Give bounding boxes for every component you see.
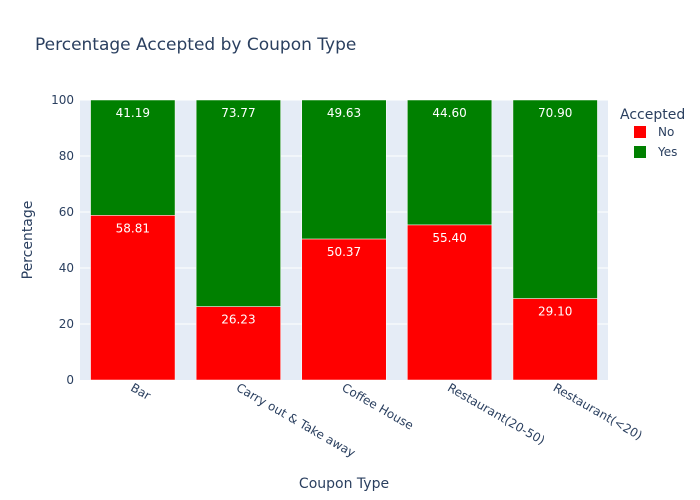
- y-axis-title: Percentage: [20, 201, 36, 280]
- bar-label: 26.23: [221, 313, 255, 327]
- bar-no-3: [407, 224, 493, 381]
- y-tick-label: 40: [59, 261, 74, 275]
- bar-label: 58.81: [116, 221, 150, 235]
- y-tick-label: 20: [59, 317, 74, 331]
- bar-label: 73.77: [221, 106, 255, 120]
- bar-yes-0: [90, 99, 176, 216]
- y-tick-label: 0: [66, 373, 74, 387]
- legend-label-no: No: [658, 125, 674, 139]
- legend: Accepted No Yes: [620, 107, 685, 159]
- bar-yes-3: [407, 99, 493, 226]
- bar-label: 44.60: [432, 106, 466, 120]
- y-tick-label: 60: [59, 205, 74, 219]
- legend-swatch-yes: [634, 146, 646, 158]
- bar-yes-2: [301, 99, 387, 240]
- bar-yes-1: [195, 99, 281, 307]
- legend-title: Accepted: [620, 107, 685, 123]
- bar-label: 29.10: [538, 305, 572, 319]
- bar-no-4: [512, 298, 598, 381]
- bar-no-1: [195, 306, 281, 381]
- bar-label: 50.37: [327, 245, 361, 259]
- bar-labels: 58.81 41.19 26.23 73.77 50.37 49.63 55.40 44.60…: [116, 106, 573, 327]
- bar-no-2: [301, 238, 387, 381]
- bar-label: 49.63: [327, 106, 361, 120]
- bar-label: 55.40: [432, 231, 466, 245]
- x-axis-title: Coupon Type: [299, 476, 389, 492]
- y-tick-label: 80: [59, 149, 74, 163]
- legend-label-yes: Yes: [657, 145, 677, 159]
- y-tick-label: 100: [51, 93, 74, 107]
- legend-swatch-no: [634, 126, 646, 138]
- bar-no-0: [90, 215, 176, 381]
- bar-yes-4: [512, 99, 598, 299]
- bar-label: 41.19: [116, 106, 150, 120]
- bars: [90, 99, 598, 381]
- chart-title: Percentage Accepted by Coupon Type: [35, 35, 356, 55]
- y-axis-ticks: 0 20 40 60 80 100: [51, 93, 74, 387]
- bar-label: 70.90: [538, 106, 572, 120]
